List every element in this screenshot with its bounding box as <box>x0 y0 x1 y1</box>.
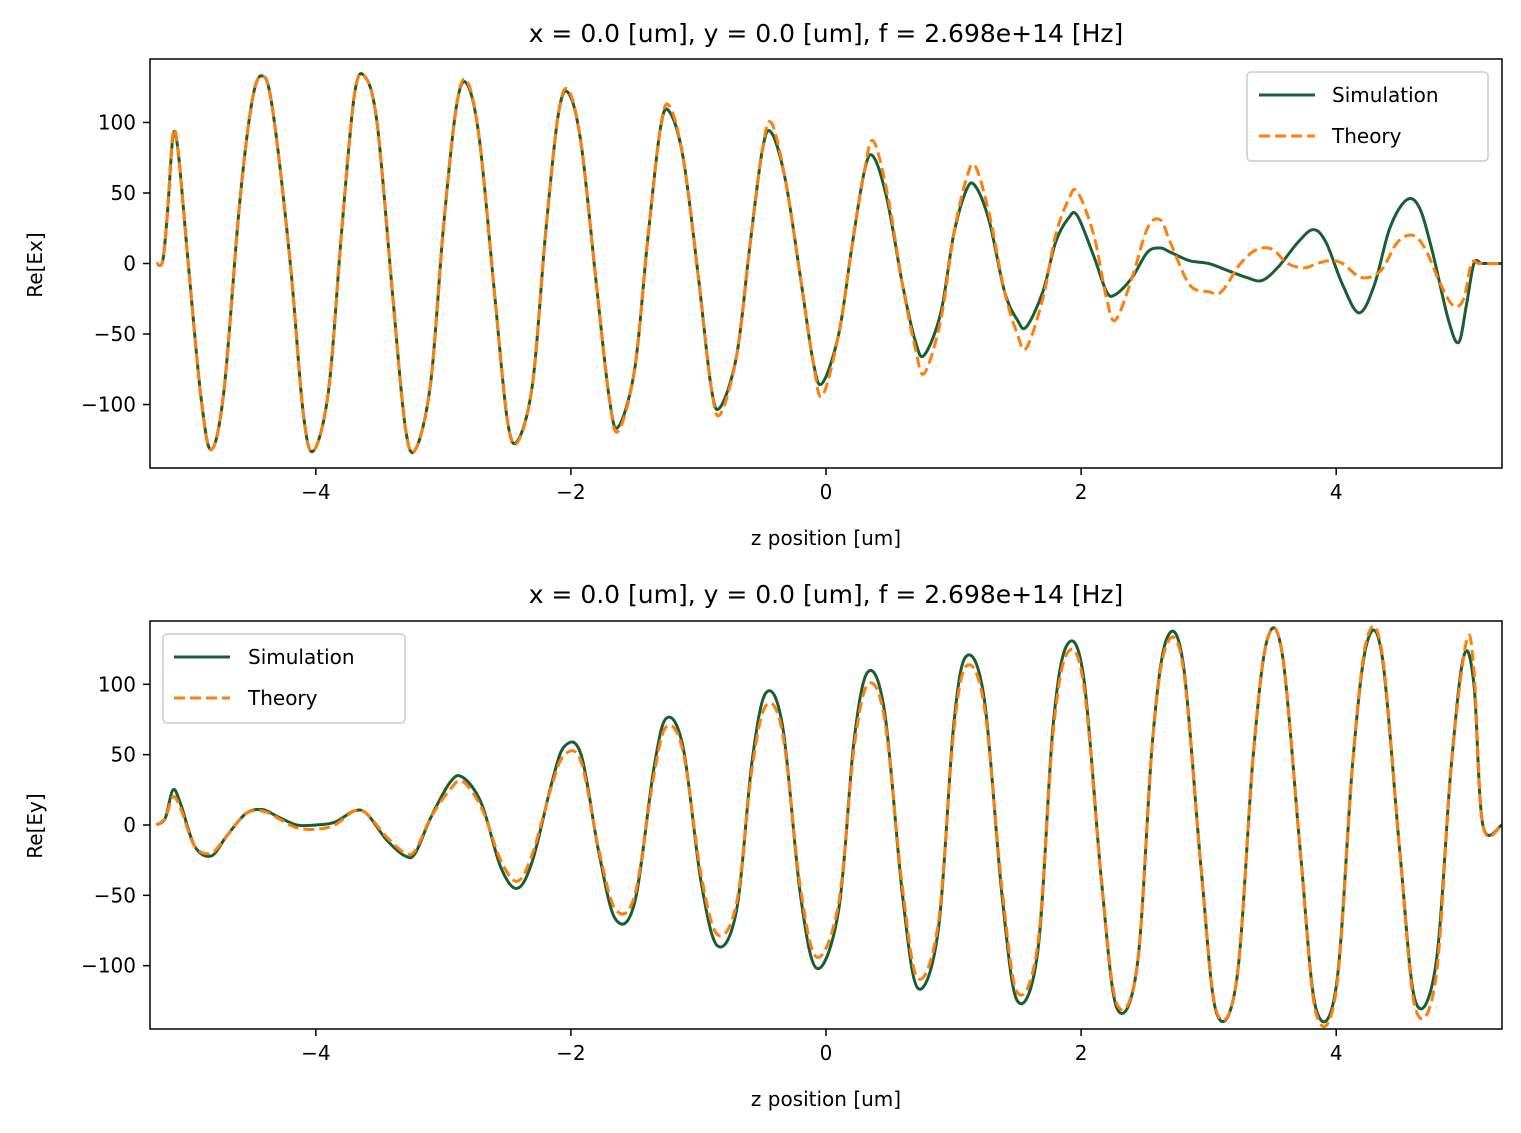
chart-ey-xtick-label: −2 <box>556 1041 585 1065</box>
chart-ex-legend-theory-label: Theory <box>1331 124 1402 148</box>
chart-ex-plot-area: −4 −2 0 2 4 −100 −50 0 50 100 <box>81 58 1503 504</box>
chart-ey-ytick-label: −50 <box>94 883 136 907</box>
chart-ey-title: x = 0.0 [um], y = 0.0 [um], f = 2.698e+1… <box>529 580 1124 609</box>
chart-ey-xtick-label: 2 <box>1075 1041 1088 1065</box>
chart-ey-ytick-label: −100 <box>81 954 136 978</box>
chart-ey-ytick-label: 50 <box>111 743 136 767</box>
chart-ex-xtick-label: 0 <box>820 480 833 504</box>
chart-ey-series-theory <box>155 624 1502 1029</box>
chart-ex-ylabel: Re[Ex] <box>23 232 47 297</box>
chart-ey-xtick-label: −4 <box>301 1041 330 1065</box>
chart-ex-series-theory <box>154 72 1502 455</box>
chart-ey-xlabel: z position [um] <box>751 1087 901 1111</box>
chart-ex-ytick-label: 50 <box>111 181 136 205</box>
chart-ey-ytick-label: 0 <box>123 813 136 837</box>
chart-ex-ytick-label: −100 <box>81 393 136 417</box>
chart-ey-ylabel: Re[Ey] <box>23 793 47 858</box>
chart-ey-xtick-label: 0 <box>820 1041 833 1065</box>
chart-ey-series-group <box>155 624 1502 1029</box>
chart-ey-legend-sim-label: Simulation <box>248 645 355 669</box>
chart-ex-panel: x = 0.0 [um], y = 0.0 [um], f = 2.698e+1… <box>23 19 1503 550</box>
chart-ey-legend-theory-label: Theory <box>247 686 318 710</box>
chart-ex-ytick-label: −50 <box>94 322 136 346</box>
chart-ey-plot-area: −4 −2 0 2 4 −100 −50 0 50 100 <box>81 620 1503 1065</box>
chart-ex-ytick-label: 0 <box>123 252 136 276</box>
chart-ex-legend: Simulation Theory <box>1246 71 1489 162</box>
chart-ex-xtick-label: 2 <box>1075 480 1088 504</box>
chart-ex-xtick-label: −2 <box>556 480 585 504</box>
chart-ex-xtick-label: 4 <box>1330 480 1343 504</box>
chart-ex-series-group <box>154 72 1502 455</box>
chart-ey-ytick-label: 100 <box>98 672 136 696</box>
chart-ey-panel: x = 0.0 [um], y = 0.0 [um], f = 2.698e+1… <box>23 580 1503 1111</box>
chart-ex-ytick-label: 100 <box>98 110 136 134</box>
chart-ex-title: x = 0.0 [um], y = 0.0 [um], f = 2.698e+1… <box>529 19 1124 48</box>
chart-ex-xlabel: z position [um] <box>751 526 901 550</box>
chart-ey-xtick-label: 4 <box>1330 1041 1343 1065</box>
chart-ex-xtick-label: −4 <box>301 480 330 504</box>
chart-ey-legend: Simulation Theory <box>162 633 406 724</box>
chart-ex-legend-sim-label: Simulation <box>1332 83 1439 107</box>
